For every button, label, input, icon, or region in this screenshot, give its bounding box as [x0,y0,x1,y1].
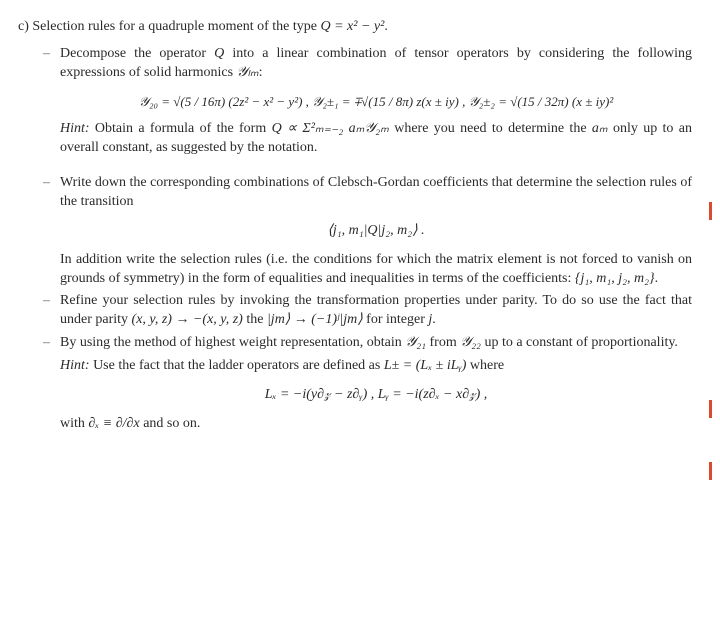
p6-a: with [60,416,88,431]
section-heading: c) Selection rules for a quadruple momen… [18,18,692,37]
section-title-text-a: Selection rules for a quadruple moment o… [32,19,320,34]
p6-b: and so on. [140,416,201,431]
annotation-marker-2 [709,400,712,418]
p4-b: the [243,312,267,327]
annotation-marker-3 [709,462,712,480]
hint1-label: Hint: [60,121,90,136]
equation-harmonics: 𝒴₂₀ = √(5 / 16π) (2z² − x² − y²) , 𝒴₂±₁ … [18,93,692,111]
p4-d: . [432,312,436,327]
hint-decompose: Hint: Obtain a formula of the form Q ∝ Σ… [18,120,692,158]
p1-c: : [259,65,263,80]
p5-c: up to a constant of proportionality. [481,335,678,350]
bullet-dash: – [18,45,60,83]
p1-a: Decompose the operator [60,46,214,61]
section-label: c) [18,19,29,34]
hint1-am: aₘ [592,121,608,136]
bullet-dash: – [18,292,60,330]
p4-c: for integer [363,312,429,327]
p3-row: In addition write the selection rules (i… [18,251,692,289]
hint1-expr: Q ∝ Σ²ₘ₌₋₂ aₘ𝒴₂ₘ [272,121,389,136]
annotation-marker-1 [709,202,712,220]
hint2-b: where [466,358,504,373]
hint2-a: Use the fact that the ladder operators a… [90,358,384,373]
p5-a: By using the method of highest weight re… [60,335,405,350]
p5-y22: 𝒴₂₂ [460,335,481,350]
p4-xyz: (x, y, z) → −(x, y, z) [132,312,243,327]
bullet-parity: – Refine your selection rules by invokin… [18,292,692,330]
bullet-dash: – [18,334,60,353]
bullet-dash: – [18,174,60,212]
p2-text: Write down the corresponding combination… [60,174,692,212]
p6-row: with ∂ₓ ≡ ∂/∂x and so on. [18,415,692,434]
p3-b: . [655,271,659,286]
bullet-cg: – Write down the corresponding combinati… [18,174,692,212]
p4-jm: |jm⟩ → (−1)ʲ|jm⟩ [267,312,363,327]
hint-ladder: Hint: Use the fact that the ladder opera… [18,357,692,376]
hint1-b: where you need to determine the [389,121,592,136]
section-title-text-b: . [384,19,388,34]
equation-ladder: Lₓ = −i(y∂𝓏 − z∂ᵧ) , Lᵧ = −i(z∂ₓ − x∂𝓏) … [18,386,692,405]
p1-ylm: 𝒴ₗₘ [237,65,259,80]
p3-set: {j₁, m₁, j₂, m₂} [575,271,655,286]
p1-q: Q [214,46,224,61]
section-title-eq: Q = x² − y² [320,19,384,34]
bullet-decompose: – Decompose the operator Q into a linear… [18,45,692,83]
p5-y21: 𝒴₂₁ [405,335,426,350]
hint2-lpm: L± = (Lₓ ± iLᵧ) [384,358,467,373]
hint2-label: Hint: [60,358,90,373]
hint1-a: Obtain a formula of the form [90,121,272,136]
bullet-highest-weight: – By using the method of highest weight … [18,334,692,353]
equation-matrix-element: ⟨j₁, m₁|Q|j₂, m₂⟩ . [18,222,692,241]
p6-dx: ∂ₓ ≡ ∂/∂x [88,416,139,431]
p5-b: from [426,335,460,350]
